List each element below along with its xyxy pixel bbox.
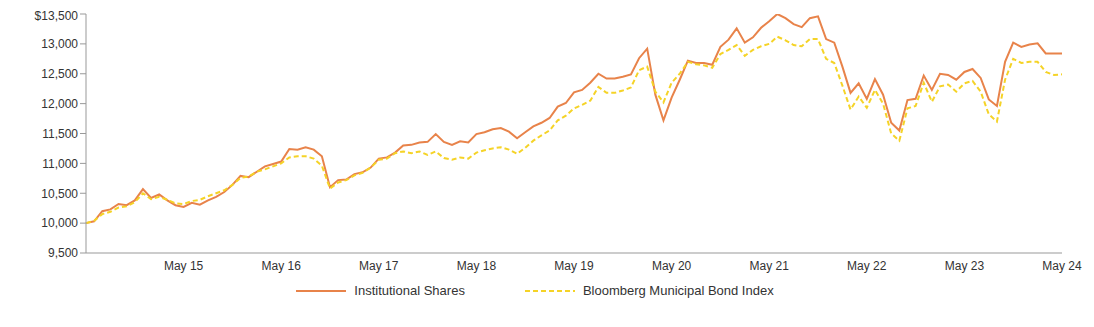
svg-text:10,000: 10,000 bbox=[41, 216, 78, 230]
svg-text:12,000: 12,000 bbox=[41, 97, 78, 111]
svg-text:May 24: May 24 bbox=[1042, 259, 1082, 273]
svg-text:13,000: 13,000 bbox=[41, 37, 78, 51]
svg-text:11,500: 11,500 bbox=[42, 127, 78, 141]
svg-text:May 19: May 19 bbox=[554, 259, 594, 273]
svg-text:May 15: May 15 bbox=[164, 259, 204, 273]
svg-text:May 16: May 16 bbox=[262, 259, 302, 273]
svg-text:May 17: May 17 bbox=[359, 259, 399, 273]
svg-text:12,500: 12,500 bbox=[41, 67, 78, 81]
svg-text:10,500: 10,500 bbox=[41, 187, 78, 201]
svg-text:May 23: May 23 bbox=[945, 259, 985, 273]
html-text:Institutional Shares: Institutional Shares bbox=[354, 283, 465, 298]
svg-text:May 21: May 21 bbox=[750, 259, 790, 273]
svg-text:May 18: May 18 bbox=[457, 259, 497, 273]
svg-text:11,000: 11,000 bbox=[42, 157, 78, 171]
svg-text:9,500: 9,500 bbox=[48, 246, 78, 260]
svg-text:May 20: May 20 bbox=[652, 259, 692, 273]
html-text:Bloomberg Municipal Bond Index: Bloomberg Municipal Bond Index bbox=[582, 283, 774, 298]
svg-text:May 22: May 22 bbox=[847, 259, 887, 273]
svg-text:$13,500: $13,500 bbox=[35, 9, 79, 23]
